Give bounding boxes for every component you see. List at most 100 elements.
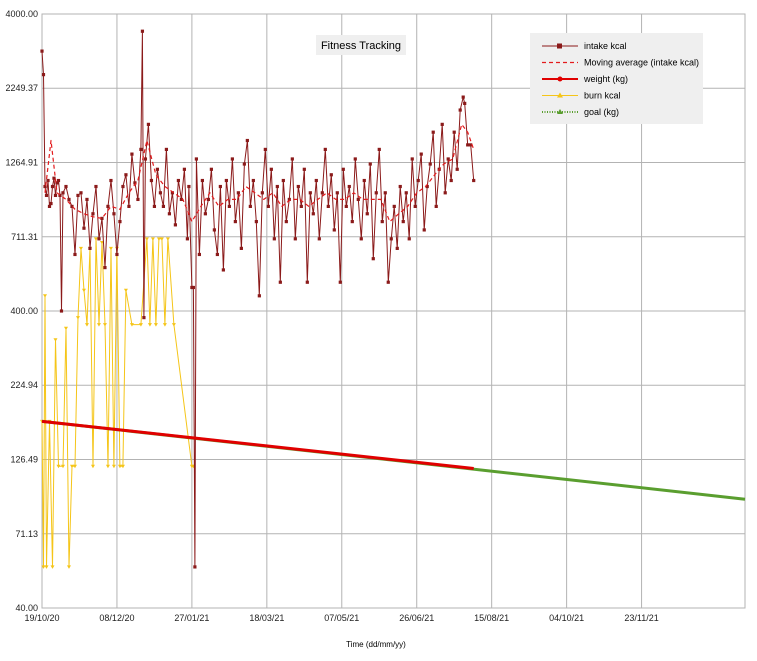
- data-point-burn-kcal: [144, 237, 149, 241]
- data-point-burn-kcal: [147, 323, 152, 327]
- data-point-intake-kcal: [443, 191, 447, 195]
- title-box: [316, 35, 406, 55]
- data-point-intake-kcal: [290, 157, 294, 161]
- data-point-intake-kcal: [347, 184, 351, 189]
- data-point-intake-kcal: [88, 246, 92, 250]
- data-point-intake-kcal: [176, 178, 181, 183]
- data-point-intake-kcal: [55, 181, 59, 185]
- data-point-intake-kcal: [97, 237, 101, 241]
- x-axis-label: Time (dd/mm/yy): [346, 640, 406, 649]
- data-point-intake-kcal: [121, 184, 125, 189]
- data-point-intake-kcal: [431, 130, 435, 134]
- data-point-intake-kcal: [389, 237, 393, 241]
- data-point-intake-kcal: [70, 204, 74, 209]
- y-tick-label: 711.31: [11, 232, 38, 242]
- data-point-intake-kcal: [251, 178, 255, 183]
- data-point-burn-kcal: [123, 288, 128, 293]
- data-point-burn-kcal: [108, 246, 113, 251]
- data-point-intake-kcal: [329, 173, 333, 177]
- data-point-intake-kcal: [73, 252, 77, 257]
- data-point-intake-kcal: [263, 147, 267, 152]
- data-point-intake-kcal: [440, 122, 444, 126]
- data-point-burn-kcal: [111, 464, 116, 469]
- data-point-intake-kcal: [179, 197, 184, 202]
- data-point-intake-kcal: [115, 252, 119, 257]
- y-tick-label: 71.13: [15, 529, 38, 539]
- data-point-intake-kcal: [112, 212, 116, 216]
- data-point-burn-kcal: [84, 323, 89, 327]
- data-point-intake-kcal: [155, 167, 160, 171]
- data-point-intake-kcal: [332, 228, 336, 232]
- data-point-intake-kcal: [56, 178, 61, 183]
- chart-title: Fitness Tracking: [316, 35, 406, 55]
- data-point-intake-kcal: [245, 138, 249, 143]
- data-point-intake-kcal: [410, 157, 414, 161]
- data-point-intake-kcal: [64, 184, 68, 189]
- data-point-intake-kcal: [85, 197, 89, 202]
- data-point-intake-kcal: [170, 191, 175, 195]
- data-point-intake-kcal: [142, 316, 146, 320]
- data-point-intake-kcal: [383, 191, 387, 195]
- data-point-intake-kcal: [466, 143, 470, 147]
- data-point-intake-kcal: [299, 204, 303, 209]
- data-point-intake-kcal: [158, 191, 163, 195]
- data-point-intake-kcal: [46, 178, 50, 183]
- data-point-intake-kcal: [326, 204, 330, 209]
- data-point-intake-kcal: [127, 204, 131, 209]
- data-point-intake-kcal: [428, 162, 432, 166]
- data-point-intake-kcal: [305, 280, 309, 284]
- y-tick-label: 4000.00: [5, 9, 38, 19]
- data-point-intake-kcal: [100, 216, 104, 221]
- data-point-intake-kcal: [58, 193, 62, 198]
- data-point-intake-kcal: [194, 157, 198, 161]
- data-point-intake-kcal: [40, 49, 44, 53]
- data-point-intake-kcal: [79, 191, 83, 195]
- data-point-intake-kcal: [278, 280, 282, 284]
- data-point-intake-kcal: [242, 162, 246, 166]
- data-point-burn-kcal: [42, 294, 47, 298]
- x-tick-label: 19/10/20: [24, 613, 59, 623]
- legend-marker-intake-kcal: [557, 43, 562, 49]
- data-point-intake-kcal: [149, 178, 154, 183]
- data-point-burn-kcal: [105, 464, 110, 469]
- data-point-intake-kcal: [449, 178, 453, 183]
- data-point-intake-kcal: [224, 178, 228, 183]
- data-point-intake-kcal: [239, 246, 243, 250]
- data-point-intake-kcal: [43, 184, 47, 189]
- data-point-intake-kcal: [50, 184, 55, 189]
- data-point-intake-kcal: [311, 212, 315, 216]
- data-point-intake-kcal: [94, 184, 98, 189]
- legend-label-intake-kcal: intake kcal: [584, 41, 627, 51]
- data-point-intake-kcal: [425, 184, 429, 189]
- data-point-intake-kcal: [472, 178, 476, 183]
- data-point-intake-kcal: [248, 204, 252, 209]
- data-point-intake-kcal: [212, 228, 216, 232]
- data-point-intake-kcal: [260, 191, 264, 195]
- y-tick-label: 126.49: [10, 455, 38, 465]
- data-point-intake-kcal: [296, 184, 300, 189]
- data-point-intake-kcal: [91, 212, 95, 216]
- data-point-burn-kcal: [138, 323, 143, 327]
- data-point-intake-kcal: [182, 167, 186, 171]
- x-tick-label: 08/12/20: [99, 613, 134, 623]
- legend-marker-burn-kcal: [557, 92, 563, 98]
- data-point-intake-kcal: [215, 252, 219, 257]
- data-point-intake-kcal: [167, 212, 172, 216]
- data-point-burn-kcal: [69, 464, 74, 469]
- data-point-intake-kcal: [67, 197, 71, 202]
- data-point-intake-kcal: [377, 147, 381, 152]
- data-point-burn-kcal: [159, 237, 164, 241]
- data-point-intake-kcal: [269, 167, 273, 171]
- data-point-intake-kcal: [395, 246, 399, 250]
- data-point-intake-kcal: [287, 197, 291, 202]
- x-tick-label: 23/11/21: [624, 613, 658, 623]
- data-point-intake-kcal: [146, 122, 151, 126]
- data-point-intake-kcal: [257, 294, 261, 298]
- data-point-intake-kcal: [452, 130, 456, 134]
- data-point-intake-kcal: [106, 204, 110, 209]
- data-point-burn-kcal: [171, 323, 176, 327]
- data-point-intake-kcal: [350, 219, 354, 224]
- data-point-intake-kcal: [124, 173, 128, 177]
- data-point-burn-kcal: [162, 323, 167, 327]
